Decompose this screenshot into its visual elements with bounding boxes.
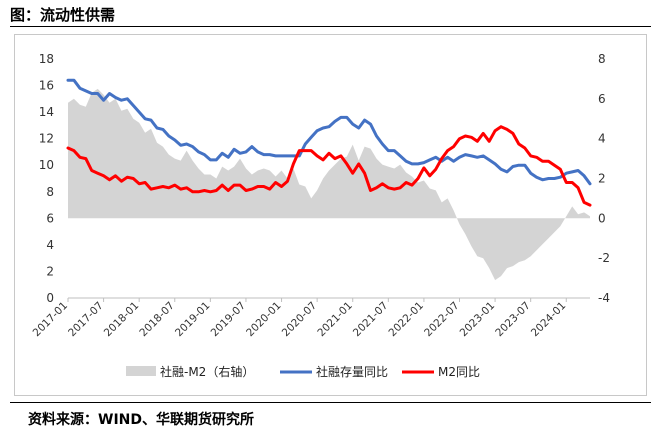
footer-rule (10, 402, 651, 403)
x-axis-tick-label: 2019-07 (209, 300, 249, 340)
legend-entry-label: M2同比 (438, 365, 480, 379)
x-axis-tick-label: 2017-01 (31, 300, 71, 340)
x-axis-tick-label: 2023-01 (458, 300, 498, 340)
series-line-social-financing-stock (66, 78, 592, 186)
left-axis-tick-label: 2 (46, 264, 54, 278)
right-axis-tick-label: 0 (598, 211, 606, 225)
chart-source-note: 资料来源：WIND、华联期货研究所 (28, 412, 254, 428)
left-axis-tick-label: 4 (46, 238, 54, 252)
legend-swatch-area (126, 366, 156, 376)
left-axis-tick-label: 10 (39, 158, 54, 172)
x-axis-tick-label: 2023-07 (493, 300, 533, 340)
left-axis-tick-label: 6 (46, 211, 54, 225)
x-axis-tick-label: 2019-01 (173, 300, 213, 340)
x-axis-tick-label: 2024-01 (529, 300, 569, 340)
left-axis-tick-label: 14 (39, 105, 54, 119)
x-axis-tick-label: 2021-07 (351, 300, 391, 340)
chart-frame (14, 34, 647, 396)
right-axis-tick-label: 8 (598, 52, 606, 66)
x-axis-tick-label: 2022-01 (387, 300, 427, 340)
x-axis-tick-label: 2018-07 (137, 300, 177, 340)
chart-header-title: 图：流动性供需 (10, 6, 116, 24)
legend-entry-label: 社融-M2（右轴） (160, 364, 254, 379)
left-axis-tick-label: 0 (46, 291, 54, 305)
right-axis-tick-label: -2 (598, 251, 610, 265)
x-axis-tick-label: 2022-07 (422, 300, 462, 340)
left-axis-tick-label: 16 (39, 79, 54, 93)
left-axis-tick-label: 12 (39, 132, 54, 146)
right-axis-tick-label: 6 (598, 92, 606, 106)
header-rule (10, 26, 651, 27)
x-axis-tick-label: 2018-01 (102, 300, 142, 340)
right-axis-tick-label: -4 (598, 291, 610, 305)
x-axis-tick-label: 2017-07 (66, 300, 106, 340)
left-axis-tick-label: 8 (46, 185, 54, 199)
x-axis-tick-label: 2020-07 (280, 300, 320, 340)
x-axis-tick-label: 2020-01 (244, 300, 284, 340)
legend-entry-label: 社融存量同比 (316, 364, 388, 379)
series-area-social-financing-minus-m2 (68, 88, 590, 281)
x-axis-tick-label: 2021-01 (315, 300, 355, 340)
series-line-m2 (66, 125, 592, 207)
right-axis-tick-label: 4 (598, 132, 606, 146)
left-axis-tick-label: 18 (39, 52, 54, 66)
right-axis-tick-label: 2 (598, 172, 606, 186)
